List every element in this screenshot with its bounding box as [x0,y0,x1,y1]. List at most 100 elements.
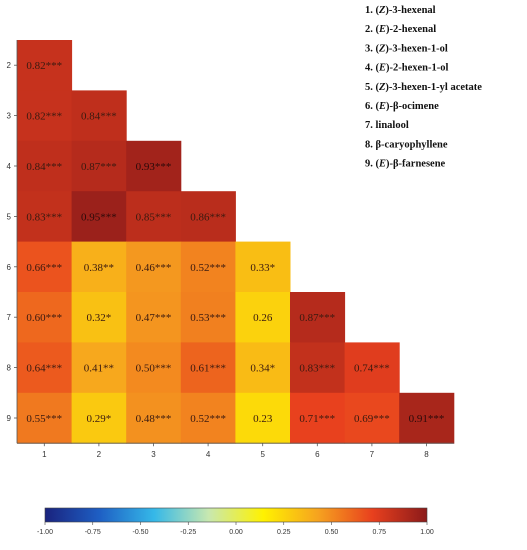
heatmap-cell [71,241,127,293]
heatmap-cell [180,342,236,394]
cell-value-label: 0.64*** [26,363,62,375]
cell-value-label: 0.91*** [409,413,445,425]
y-tick-label: 2 [7,61,12,70]
colorbar-tick-label: -1.00 [37,529,53,536]
heatmap-cell [180,191,236,243]
heatmap-cell [71,191,127,243]
cell-value-label: 0.61*** [190,363,226,375]
heatmap-cell [17,40,73,91]
heatmap-cell [290,292,346,343]
heatmap-cell [17,241,73,293]
x-tick-label: 4 [206,450,211,459]
heatmap-cell [290,392,346,444]
colorbar-tick-label: 0.00 [229,529,243,536]
cell-value-label: 0.83*** [299,363,335,375]
x-tick-label: 3 [151,450,156,459]
cell-value-label: 0.50*** [136,363,172,375]
heatmap-cell [17,342,73,394]
cell-value-label: 0.85*** [136,211,172,223]
y-tick-label: 8 [7,364,12,373]
cell-value-label: 0.32* [87,312,112,324]
cell-value-label: 0.87*** [299,312,335,324]
cell-value-label: 0.93*** [136,161,172,173]
compound-legend: 1. (Z)-3-hexenal 2. (E)-2-hexenal 3. (Z)-3… [365,5,482,170]
x-tick-label: 6 [315,450,320,459]
colorbar-tick-label: -0.25 [180,529,196,536]
cell-value-label: 0.26 [253,312,273,324]
cell-value-label: 0.71*** [299,413,335,425]
colorbar-tick-label: -0.75 [85,529,101,536]
cell-value-label: 0.84*** [26,161,62,173]
heatmap-cell [126,292,182,343]
colorbar-gradient [44,507,428,523]
heatmap-axes: 2 3 4 5 6 7 8 9 1 2 3 4 5 6 7 8 [7,40,454,459]
cell-value-label: 0.52*** [190,262,226,274]
heatmap-cell [126,140,182,192]
legend-entry: 3. (Z)-3-hexen-1-ol [365,43,448,54]
cell-value-label: 0.82*** [26,111,62,123]
cell-value-label: 0.23 [253,413,273,425]
legend-entry: 7. linalool [365,120,409,131]
y-tick-label: 4 [7,162,12,171]
cell-value-label: 0.69*** [354,413,390,425]
heatmap-cell [17,191,73,243]
x-tick-label: 2 [97,450,102,459]
colorbar-tick-label: 0.75 [372,529,386,536]
cell-value-label: 0.95*** [81,211,117,223]
heatmap-cell [180,392,236,444]
legend-entry: 4. (E)-2-hexen-1-ol [365,63,448,74]
y-tick-label: 9 [7,414,12,423]
colorbar-tick-label: 1.00 [420,529,434,536]
heatmap-cell [180,292,236,343]
heatmap-cell [344,342,400,394]
cell-value-label: 0.87*** [81,161,117,173]
cell-value-label: 0.53*** [190,312,226,324]
x-tick-label: 5 [260,450,265,459]
legend-entry: 5. (Z)-3-hexen-1-yl acetate [365,82,482,93]
legend-entry: 8. β-caryophyllene [365,139,448,150]
cell-value-label: 0.52*** [190,413,226,425]
heatmap-cell [399,392,455,444]
heatmap-cell [344,392,400,444]
cell-value-label: 0.48*** [136,413,172,425]
cell-value-label: 0.34* [250,363,275,375]
heatmap-cells: 0.82*** 0.82*** 0.84*** 0.84*** 0.87*** 0.93*… [17,40,455,444]
cell-value-label: 0.84*** [81,111,117,123]
x-tick-label: 8 [424,450,429,459]
legend-entry: 9. (E)-β-farnesene [365,159,446,170]
heatmap-cell [235,241,291,293]
legend-entry: 2. (E)-2-hexenal [365,24,436,35]
colorbar-tick-label: 0.25 [277,529,291,536]
heatmap-cell [235,342,291,394]
y-tick-label: 5 [7,212,12,221]
legend-entry: 1. (Z)-3-hexenal [365,5,436,16]
heatmap-cell [17,292,73,343]
x-tick-label: 1 [42,450,47,459]
cell-value-label: 0.82*** [26,60,62,72]
cell-value-label: 0.55*** [26,413,62,425]
heatmap-cell [126,392,182,444]
cell-value-label: 0.86*** [190,211,226,223]
cell-value-label: 0.41** [84,363,114,375]
heatmap-cell [235,392,291,444]
heatmap-cell [126,191,182,243]
y-tick-label: 7 [7,313,12,322]
cell-value-label: 0.29* [87,413,112,425]
cell-value-label: 0.38** [84,262,114,274]
legend-entry: 6. (E)-β-ocimene [365,101,439,112]
heatmap-cell [71,292,127,343]
cell-value-label: 0.60*** [26,312,62,324]
x-tick-label: 7 [370,450,375,459]
heatmap-cell [126,241,182,293]
heatmap-cell [235,292,291,343]
cell-value-label: 0.74*** [354,363,390,375]
cell-value-label: 0.66*** [26,262,62,274]
colorbar: -1.00 -0.75 -0.50 -0.25 0.00 0.25 0.50 0.75 1.00 [37,507,434,536]
y-tick-label: 3 [7,112,12,121]
heatmap-cell [71,342,127,394]
y-tick-label: 6 [7,263,12,272]
cell-value-label: 0.83*** [26,211,62,223]
heatmap-cell [17,90,73,142]
heatmap-cell [71,90,127,142]
